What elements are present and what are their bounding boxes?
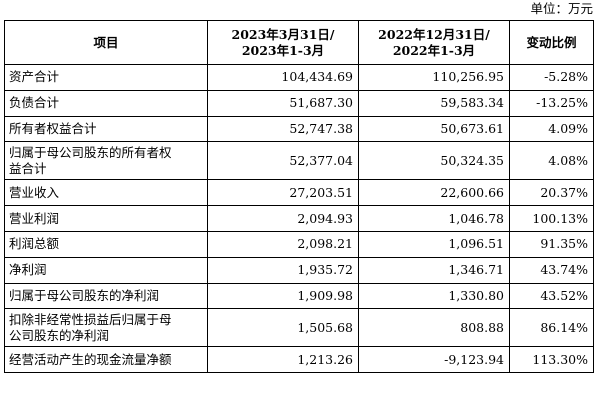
row-item: 所有者权益合计 bbox=[4, 115, 208, 143]
row-change: 100.13% bbox=[509, 205, 594, 232]
row-value-2023: 52,747.38 bbox=[207, 115, 359, 143]
row-change: 43.74% bbox=[509, 256, 594, 284]
table-row: 净利润 1,935.72 1,346.71 43.74% bbox=[4, 256, 594, 284]
table-row: 利润总额 2,098.21 1,096.51 91.35% bbox=[4, 230, 594, 258]
row-value-2022: 50,673.61 bbox=[358, 115, 510, 143]
table-row: 营业利润 2,094.93 1,046.78 100.13% bbox=[4, 205, 594, 232]
row-item: 归属于母公司股东的净利润 bbox=[4, 282, 208, 310]
table-row: 营业收入 27,203.51 22,600.66 20.37% bbox=[4, 179, 594, 207]
row-item: 营业收入 bbox=[4, 179, 208, 207]
row-item: 归属于母公司股东的所有者权 益合计 bbox=[4, 141, 208, 181]
table-row: 资产合计 104,434.69 110,256.95 -5.28% bbox=[4, 64, 594, 91]
row-value-2023: 1,909.98 bbox=[207, 282, 359, 310]
row-value-2022: 22,600.66 bbox=[358, 179, 510, 207]
table-header-row: 项目 2023年3月31日/ 2023年1-3月 2022年12月31日/ 20… bbox=[4, 20, 594, 65]
row-change: 20.37% bbox=[509, 179, 594, 207]
row-value-2022: 1,346.71 bbox=[358, 256, 510, 284]
row-value-2023: 2,094.93 bbox=[207, 205, 359, 232]
row-value-2023: 1,935.72 bbox=[207, 256, 359, 284]
row-value-2022: 59,583.34 bbox=[358, 89, 510, 117]
row-change: 4.09% bbox=[509, 115, 594, 143]
row-change: -5.28% bbox=[509, 64, 594, 91]
row-item: 负债合计 bbox=[4, 89, 208, 117]
table-row: 归属于母公司股东的所有者权 益合计 52,377.04 50,324.35 4.… bbox=[4, 141, 594, 181]
row-item: 扣除非经常性损益后归属于母 公司股东的净利润 bbox=[4, 308, 208, 348]
unit-label: 单位：万元 bbox=[530, 1, 593, 16]
row-value-2023: 52,377.04 bbox=[207, 141, 359, 181]
row-item: 利润总额 bbox=[4, 230, 208, 258]
row-value-2022: -9,123.94 bbox=[358, 346, 510, 374]
table-row: 扣除非经常性损益后归属于母 公司股东的净利润 1,505.68 808.88 8… bbox=[4, 308, 594, 348]
row-value-2023: 1,213.26 bbox=[207, 346, 359, 374]
header-2023: 2023年3月31日/ 2023年1-3月 bbox=[207, 20, 359, 65]
row-value-2022: 50,324.35 bbox=[358, 141, 510, 181]
row-value-2022: 1,046.78 bbox=[358, 205, 510, 232]
header-change: 变动比例 bbox=[509, 20, 594, 65]
row-value-2022: 110,256.95 bbox=[358, 64, 510, 91]
row-change: 4.08% bbox=[509, 141, 594, 181]
table-row: 所有者权益合计 52,747.38 50,673.61 4.09% bbox=[4, 115, 594, 143]
row-item: 营业利润 bbox=[4, 205, 208, 232]
row-value-2022: 808.88 bbox=[358, 308, 510, 348]
table-row: 负债合计 51,687.30 59,583.34 -13.25% bbox=[4, 89, 594, 117]
header-2022: 2022年12月31日/ 2022年1-3月 bbox=[358, 20, 510, 65]
row-value-2023: 27,203.51 bbox=[207, 179, 359, 207]
row-change: 113.30% bbox=[509, 346, 594, 374]
row-change: -13.25% bbox=[509, 89, 594, 117]
row-value-2023: 2,098.21 bbox=[207, 230, 359, 258]
row-value-2022: 1,096.51 bbox=[358, 230, 510, 258]
row-value-2022: 1,330.80 bbox=[358, 282, 510, 310]
row-value-2023: 104,434.69 bbox=[207, 64, 359, 91]
row-change: 91.35% bbox=[509, 230, 594, 258]
row-value-2023: 51,687.30 bbox=[207, 89, 359, 117]
row-item: 经营活动产生的现金流量净额 bbox=[4, 346, 208, 374]
row-change: 43.52% bbox=[509, 282, 594, 310]
row-item: 资产合计 bbox=[4, 64, 208, 91]
table-row: 经营活动产生的现金流量净额 1,213.26 -9,123.94 113.30% bbox=[4, 346, 594, 374]
row-value-2023: 1,505.68 bbox=[207, 308, 359, 348]
table-row: 归属于母公司股东的净利润 1,909.98 1,330.80 43.52% bbox=[4, 282, 594, 310]
row-item: 净利润 bbox=[4, 256, 208, 284]
financial-summary-table: 项目 2023年3月31日/ 2023年1-3月 2022年12月31日/ 20… bbox=[4, 20, 594, 374]
header-item: 项目 bbox=[4, 20, 208, 65]
row-change: 86.14% bbox=[509, 308, 594, 348]
